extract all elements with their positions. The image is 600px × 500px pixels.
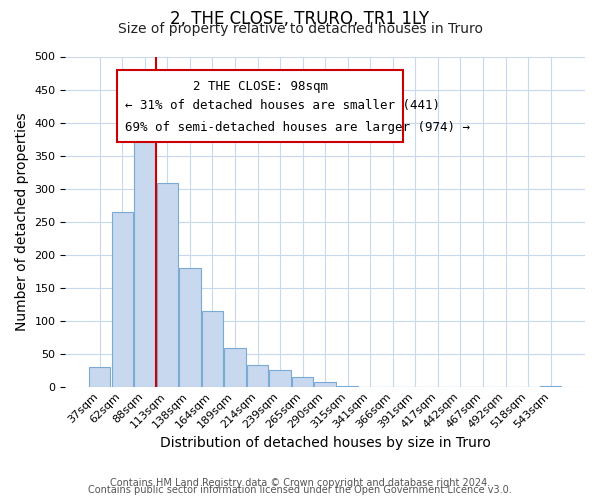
Bar: [134, 129, 155, 386]
X-axis label: Distribution of detached houses by size in Truro: Distribution of detached houses by size …: [160, 436, 491, 450]
Bar: [314, 382, 336, 386]
Bar: [89, 367, 110, 386]
Y-axis label: Number of detached properties: Number of detached properties: [15, 112, 29, 331]
Bar: [292, 376, 313, 386]
Text: 2, THE CLOSE, TRURO, TR1 1LY: 2, THE CLOSE, TRURO, TR1 1LY: [170, 10, 430, 28]
Bar: [269, 370, 291, 386]
Text: ← 31% of detached houses are smaller (441): ← 31% of detached houses are smaller (44…: [125, 100, 440, 112]
Bar: [224, 348, 246, 387]
FancyBboxPatch shape: [118, 70, 403, 142]
Text: 69% of semi-detached houses are larger (974) →: 69% of semi-detached houses are larger (…: [125, 121, 470, 134]
Text: Size of property relative to detached houses in Truro: Size of property relative to detached ho…: [118, 22, 482, 36]
Text: Contains public sector information licensed under the Open Government Licence v3: Contains public sector information licen…: [88, 485, 512, 495]
Bar: [112, 212, 133, 386]
Bar: [157, 184, 178, 386]
Text: Contains HM Land Registry data © Crown copyright and database right 2024.: Contains HM Land Registry data © Crown c…: [110, 478, 490, 488]
Bar: [247, 366, 268, 386]
Bar: [179, 268, 200, 386]
Text: 2 THE CLOSE: 98sqm: 2 THE CLOSE: 98sqm: [193, 80, 328, 92]
Bar: [202, 310, 223, 386]
